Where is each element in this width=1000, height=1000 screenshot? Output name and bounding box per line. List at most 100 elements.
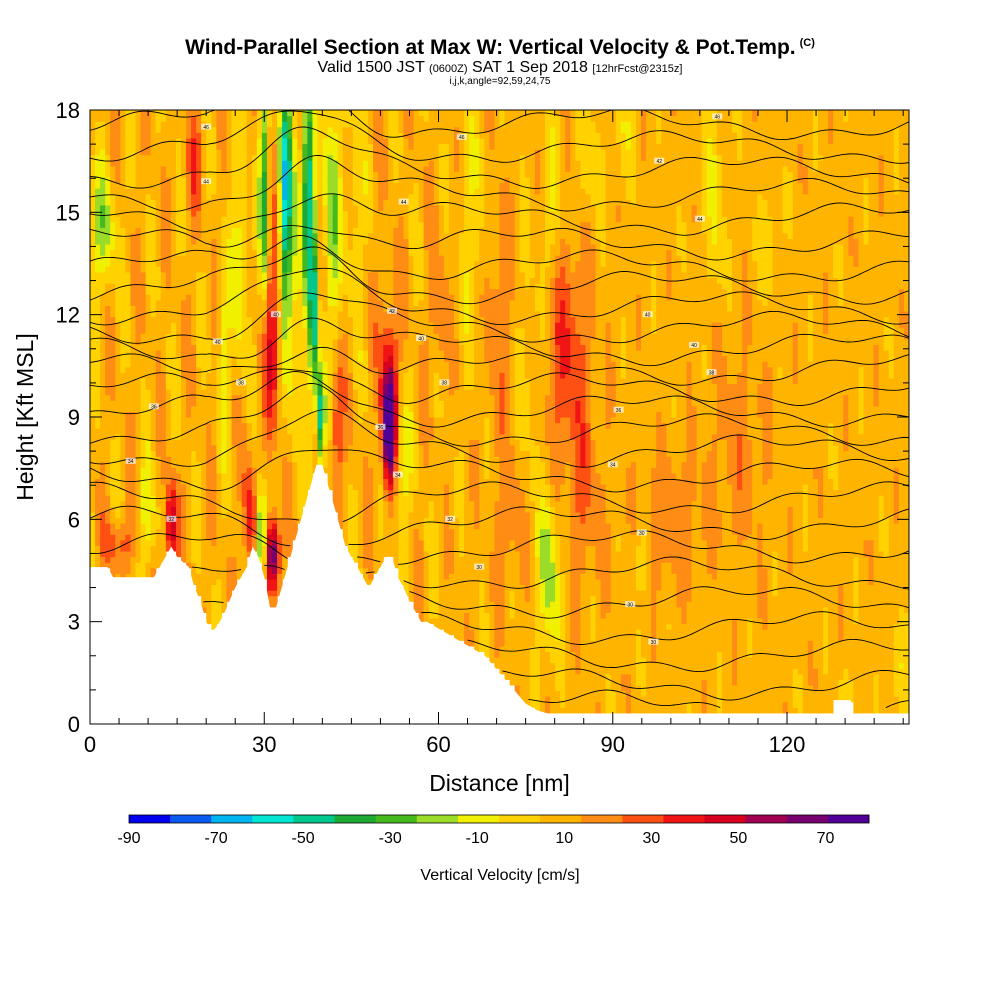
velocity-cell xyxy=(256,288,263,295)
velocity-cell xyxy=(90,283,96,290)
velocity-cell xyxy=(140,372,147,379)
velocity-cell xyxy=(383,199,389,206)
velocity-cell xyxy=(135,350,142,357)
velocity-cell xyxy=(256,422,263,429)
velocity-cell xyxy=(226,489,233,496)
velocity-cell xyxy=(236,383,243,390)
velocity-cell xyxy=(170,210,177,217)
velocity-cell xyxy=(115,327,121,334)
velocity-cell xyxy=(368,495,374,502)
velocity-cell xyxy=(140,132,147,139)
velocity-cell xyxy=(246,528,253,535)
velocity-cell xyxy=(150,271,157,279)
velocity-cell xyxy=(221,227,228,234)
velocity-cell xyxy=(363,193,369,200)
velocity-cell xyxy=(110,506,116,513)
velocity-cell xyxy=(196,528,202,535)
velocity-cell xyxy=(266,562,273,569)
velocity-cell xyxy=(100,266,106,273)
velocity-cell xyxy=(266,132,273,139)
velocity-cell xyxy=(216,578,223,586)
velocity-cell xyxy=(251,232,258,239)
velocity-cell xyxy=(388,204,394,212)
velocity-cell xyxy=(383,400,389,407)
velocity-cell xyxy=(95,322,101,329)
velocity-cell xyxy=(145,500,152,507)
velocity-cell xyxy=(165,271,172,279)
velocity-cell xyxy=(373,294,379,301)
velocity-cell xyxy=(125,288,132,295)
velocity-cell xyxy=(175,350,182,357)
velocity-cell xyxy=(186,483,192,491)
velocity-cell xyxy=(266,182,273,189)
velocity-cell xyxy=(302,338,308,346)
velocity-cell xyxy=(277,389,283,396)
velocity-cell xyxy=(241,567,248,574)
velocity-cell xyxy=(145,456,152,463)
velocity-cell xyxy=(363,433,369,440)
velocity-cell xyxy=(201,584,207,591)
velocity-cell xyxy=(211,405,217,413)
velocity-cell xyxy=(186,506,192,513)
velocity-cell xyxy=(115,567,121,574)
velocity-cell xyxy=(393,338,399,346)
velocity-cell xyxy=(145,450,152,457)
velocity-cell xyxy=(302,204,308,212)
velocity-cell xyxy=(373,110,379,117)
velocity-cell xyxy=(120,405,126,413)
velocity-cell xyxy=(302,461,308,468)
velocity-cell xyxy=(135,333,142,340)
velocity-cell xyxy=(378,517,384,524)
velocity-cell xyxy=(196,305,202,312)
velocity-cell xyxy=(231,299,238,306)
velocity-cell xyxy=(130,171,137,178)
velocity-cell xyxy=(368,266,374,273)
velocity-cell xyxy=(110,556,116,563)
velocity-cell xyxy=(302,182,308,189)
velocity-cell xyxy=(135,126,142,133)
velocity-cell xyxy=(150,500,157,507)
velocity-cell xyxy=(352,249,359,256)
velocity-cell xyxy=(383,366,389,373)
velocity-cell xyxy=(155,517,162,524)
velocity-cell xyxy=(261,322,268,329)
velocity-cell xyxy=(266,322,273,329)
velocity-cell xyxy=(287,277,293,284)
velocity-cell xyxy=(165,344,172,351)
velocity-cell xyxy=(347,428,354,435)
velocity-cell xyxy=(196,450,202,457)
velocity-cell xyxy=(120,444,126,452)
velocity-cell xyxy=(277,238,283,245)
velocity-cell xyxy=(287,355,293,362)
velocity-cell xyxy=(191,338,197,346)
velocity-cell xyxy=(105,428,111,435)
velocity-cell xyxy=(266,149,273,156)
velocity-cell xyxy=(90,506,96,513)
velocity-cell xyxy=(302,294,308,301)
velocity-cell xyxy=(170,539,177,546)
velocity-cell xyxy=(246,400,253,407)
velocity-cell xyxy=(150,288,157,295)
velocity-cell xyxy=(186,394,192,401)
velocity-cell xyxy=(165,316,172,323)
velocity-cell xyxy=(150,350,157,357)
velocity-cell xyxy=(383,266,389,273)
velocity-cell xyxy=(201,601,207,608)
velocity-cell xyxy=(231,121,238,128)
velocity-cell xyxy=(251,405,258,413)
velocity-cell xyxy=(332,383,339,390)
velocity-cell xyxy=(186,461,192,468)
velocity-cell xyxy=(363,495,369,502)
velocity-cell xyxy=(130,227,137,234)
velocity-cell xyxy=(378,137,384,145)
velocity-cell xyxy=(246,238,253,245)
velocity-cell xyxy=(297,277,303,284)
velocity-cell xyxy=(125,333,132,340)
velocity-cell xyxy=(170,338,177,346)
velocity-cell xyxy=(170,534,177,541)
velocity-cell xyxy=(150,143,157,150)
velocity-cell xyxy=(287,171,293,178)
velocity-cell xyxy=(322,216,329,223)
velocity-cell xyxy=(95,417,101,424)
velocity-cell xyxy=(155,417,162,424)
